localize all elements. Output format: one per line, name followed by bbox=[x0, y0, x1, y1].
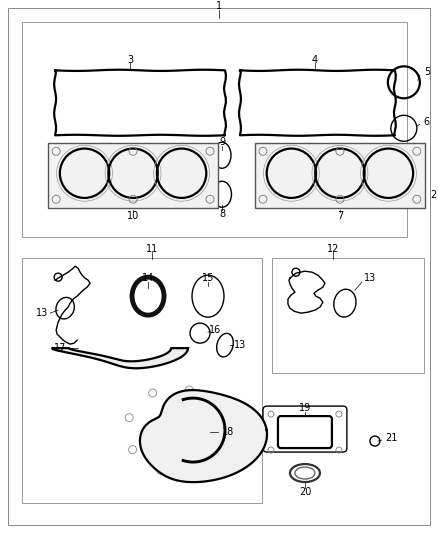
Text: 10: 10 bbox=[127, 211, 139, 221]
Text: 9: 9 bbox=[219, 138, 225, 147]
Text: 11: 11 bbox=[146, 244, 158, 254]
Text: 13: 13 bbox=[36, 308, 48, 318]
Text: 13: 13 bbox=[364, 273, 376, 283]
Text: 19: 19 bbox=[299, 403, 311, 413]
Polygon shape bbox=[140, 390, 267, 482]
Bar bbox=[255, 143, 425, 208]
Text: 12: 12 bbox=[327, 244, 339, 254]
Text: 4: 4 bbox=[312, 55, 318, 66]
Bar bbox=[22, 258, 262, 503]
Text: 1: 1 bbox=[216, 2, 222, 11]
Text: 16: 16 bbox=[209, 325, 221, 335]
Bar bbox=[48, 143, 218, 208]
Text: 2: 2 bbox=[431, 190, 437, 200]
Text: 15: 15 bbox=[202, 273, 214, 283]
Bar bbox=[22, 22, 407, 237]
Text: 18: 18 bbox=[222, 427, 234, 437]
Bar bbox=[255, 143, 425, 208]
Text: 14: 14 bbox=[142, 273, 154, 283]
Text: 6: 6 bbox=[424, 117, 430, 127]
Bar bbox=[48, 143, 218, 208]
Text: 17: 17 bbox=[54, 343, 66, 353]
Text: 13: 13 bbox=[234, 340, 246, 350]
Text: 7: 7 bbox=[337, 211, 343, 221]
Text: 5: 5 bbox=[424, 67, 430, 77]
Bar bbox=[272, 258, 424, 373]
Text: 20: 20 bbox=[299, 487, 311, 497]
Text: 3: 3 bbox=[127, 55, 133, 66]
Text: 8: 8 bbox=[219, 209, 225, 219]
Text: 21: 21 bbox=[386, 433, 398, 443]
Polygon shape bbox=[52, 348, 188, 368]
